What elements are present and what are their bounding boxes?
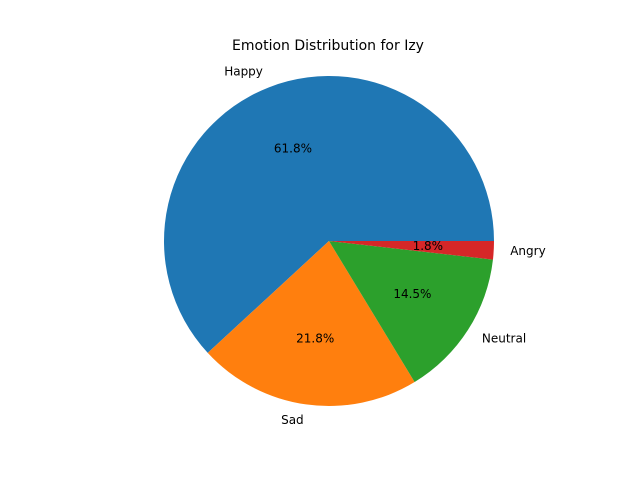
slice-label-sad: Sad bbox=[281, 413, 304, 427]
pie-slices bbox=[164, 76, 494, 406]
pie-slice-sad bbox=[207, 241, 415, 406]
percent-label-sad: 21.8% bbox=[296, 332, 334, 346]
pie-labels: Happy 61.8% Sad 21.8% Neutral 14.5% Angry 1.8% bbox=[224, 64, 545, 427]
slice-label-happy: Happy bbox=[224, 64, 263, 78]
pie-slice-happy bbox=[164, 76, 494, 353]
pie-slice-angry bbox=[329, 241, 494, 260]
slice-label-neutral: Neutral bbox=[482, 331, 526, 345]
slice-label-angry: Angry bbox=[510, 244, 545, 258]
chart-title: Emotion Distribution for Izy bbox=[232, 38, 424, 54]
percent-label-happy: 61.8% bbox=[274, 141, 312, 155]
pie-slice-neutral bbox=[329, 241, 493, 383]
percent-label-neutral: 14.5% bbox=[393, 287, 431, 301]
percent-label-angry: 1.8% bbox=[413, 239, 444, 253]
